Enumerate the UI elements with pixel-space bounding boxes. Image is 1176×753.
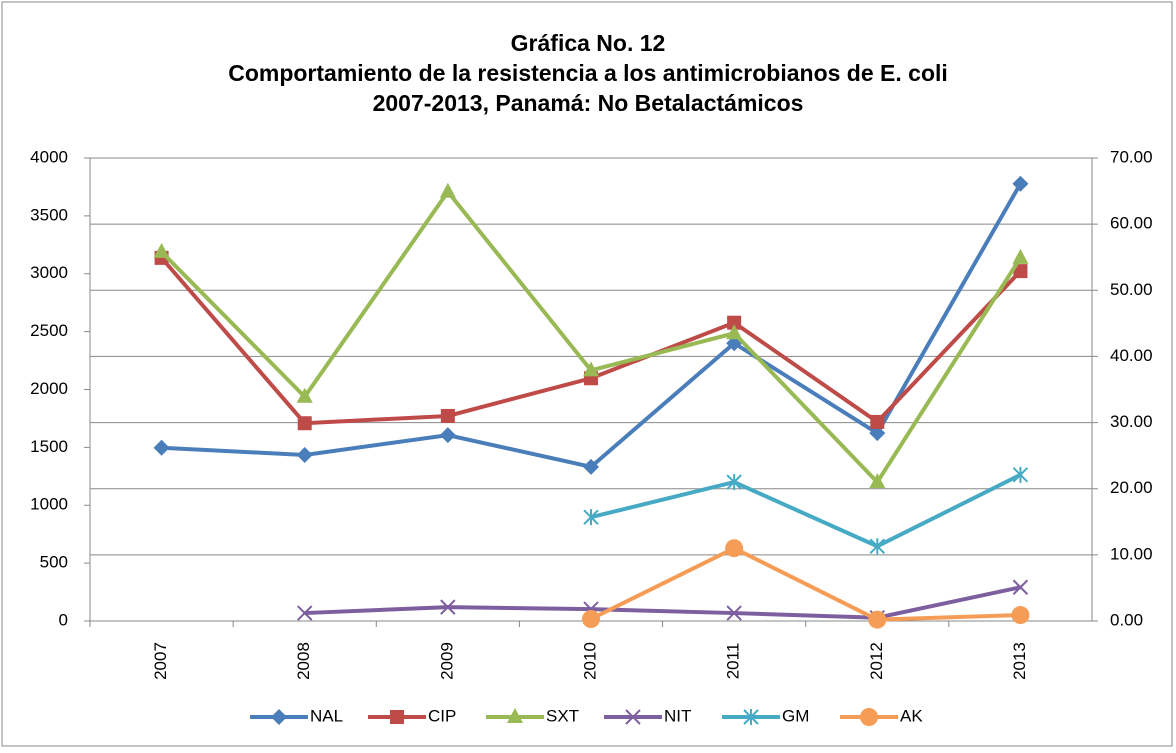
marker	[726, 324, 743, 340]
marker	[153, 242, 170, 258]
y-tick-label: 0	[59, 610, 68, 629]
y2-tick-label: 0.00	[1110, 610, 1143, 629]
marker	[1012, 466, 1029, 483]
y2-tick-label: 10.00	[1110, 544, 1153, 563]
legend-item: AK	[840, 706, 923, 726]
x-tick-label: 2007	[151, 642, 170, 680]
legend-label: CIP	[428, 706, 456, 725]
marker	[860, 708, 878, 726]
marker	[625, 709, 641, 725]
series-line	[590, 473, 1022, 549]
marker	[440, 408, 455, 423]
y2-tick-label: 50.00	[1110, 280, 1153, 299]
marker	[271, 709, 287, 725]
x-tick-label: 2009	[437, 642, 456, 680]
marker	[583, 458, 599, 475]
marker	[869, 473, 886, 489]
marker	[440, 599, 456, 615]
legend-item: SXT	[486, 706, 579, 725]
marker	[743, 709, 759, 725]
marker	[439, 182, 456, 198]
legend-item: CIP	[368, 706, 456, 725]
marker	[583, 509, 599, 526]
marker	[1013, 264, 1028, 279]
marker	[439, 427, 456, 444]
y-tick-label: 2000	[30, 379, 68, 398]
marker	[507, 708, 523, 723]
marker	[725, 539, 744, 558]
marker	[869, 425, 886, 442]
marker	[1011, 606, 1030, 625]
x-tick-label: 2010	[580, 642, 599, 680]
marker	[390, 710, 404, 724]
y2-tick-label: 60.00	[1110, 214, 1153, 233]
marker	[297, 605, 313, 621]
marker	[727, 315, 742, 330]
marker	[870, 414, 885, 429]
x-tick-label: 2008	[294, 642, 313, 680]
legend-label: NAL	[310, 706, 343, 725]
y-tick-label: 3000	[30, 263, 68, 282]
y-tick-label: 1000	[30, 495, 68, 514]
chart-title: Gráfica No. 12	[511, 30, 666, 56]
marker	[296, 387, 313, 403]
marker	[1012, 175, 1029, 192]
marker	[868, 610, 887, 629]
chart-title: 2007-2013, Panamá: No Betalactámicos	[373, 90, 804, 116]
marker	[296, 446, 313, 463]
y-tick-label: 2500	[30, 321, 68, 340]
series-line	[304, 585, 1021, 620]
marker	[297, 416, 312, 431]
marker	[582, 610, 600, 629]
x-tick-label: 2012	[867, 642, 886, 680]
y-tick-label: 1500	[30, 437, 68, 456]
marker	[726, 474, 742, 491]
legend-label: AK	[900, 706, 923, 725]
marker	[583, 361, 599, 377]
legend-item: GM	[722, 706, 809, 725]
y-tick-label: 500	[40, 553, 68, 572]
legend-label: NIT	[664, 706, 691, 725]
y2-tick-label: 20.00	[1110, 478, 1153, 497]
marker	[869, 538, 885, 555]
legend-item: NAL	[250, 706, 343, 725]
marker	[153, 439, 170, 456]
chart-title: Comportamiento de la resistencia a los a…	[228, 60, 948, 86]
legend-label: GM	[782, 706, 809, 725]
y-tick-label: 3500	[30, 205, 68, 224]
marker	[1012, 248, 1029, 264]
x-tick-label: 2011	[724, 643, 743, 680]
y2-tick-label: 70.00	[1110, 147, 1153, 166]
marker	[1012, 579, 1029, 595]
marker	[726, 605, 742, 621]
y2-tick-label: 30.00	[1110, 412, 1153, 431]
y-tick-label: 4000	[30, 147, 68, 166]
legend-label: SXT	[546, 706, 579, 725]
legend-item: NIT	[604, 706, 691, 725]
y2-tick-label: 40.00	[1110, 346, 1153, 365]
series-line	[590, 546, 1021, 622]
x-tick-label: 2013	[1010, 642, 1029, 680]
